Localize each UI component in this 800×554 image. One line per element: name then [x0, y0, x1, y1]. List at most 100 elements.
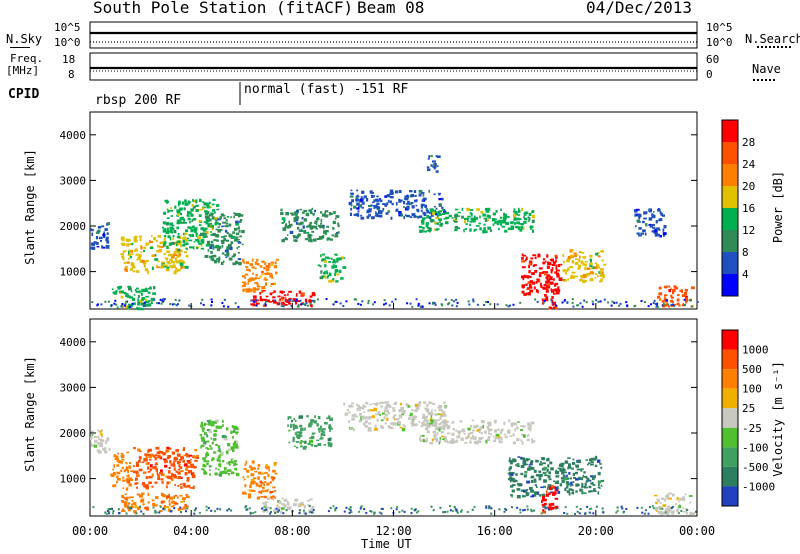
velocity-region-11 — [541, 485, 559, 514]
velocity-colorbar-swatch — [722, 369, 738, 389]
velocity-ytick-label: 1000 — [60, 473, 87, 486]
power-colorbar-tick-label: 28 — [742, 136, 755, 149]
velocity-colorbar-tick-label: 500 — [742, 363, 762, 376]
nave-tick-top: 60 — [706, 53, 720, 66]
velocity-colorbar-tick-label: 25 — [742, 402, 755, 415]
power-colorbar-tick-label: 4 — [742, 268, 749, 281]
cpid-segment-1: rbsp 200 RF — [95, 93, 182, 108]
power-region-11 — [426, 155, 441, 173]
xtick-label: 00:00 — [72, 524, 108, 538]
velocity-colorbar-swatch — [722, 486, 738, 506]
velocity-colorbar-tick-label: 1000 — [742, 344, 769, 357]
power-colorbar-tick-label: 8 — [742, 246, 749, 259]
cpid-segment-2: normal (fast) -151 RF — [244, 82, 409, 97]
velocity-colorbar-swatch — [722, 447, 738, 467]
power-colorbar-swatch — [722, 230, 738, 252]
power-region-16 — [656, 285, 695, 308]
velocity-colorbar-swatch — [722, 466, 738, 487]
nsky-underline — [10, 47, 30, 48]
power-region-10 — [418, 207, 536, 234]
power-colorbar-swatch — [722, 274, 738, 296]
power-region-14 — [562, 249, 607, 284]
velocity-colorbar-swatch — [722, 349, 738, 370]
freq-panel-frame — [89, 52, 698, 81]
power-colorbar-tick-label: 16 — [742, 202, 755, 215]
velocity-colorbar-label: Velocity [m s⁻¹] — [771, 361, 785, 477]
station-title: South Pole Station (fitACF) — [93, 0, 354, 17]
nsearch-tick-bottom: 10^0 — [706, 36, 733, 49]
date-title: 04/Dec/2013 — [586, 0, 692, 17]
velocity-colorbar-frame — [721, 329, 739, 507]
power-ytick-label: 1000 — [60, 266, 87, 279]
velocity-region-9 — [418, 419, 536, 445]
power-region-1 — [110, 285, 156, 311]
velocity-ylabel: Slant Range [km] — [23, 356, 37, 472]
velocity-region-7 — [287, 415, 333, 450]
nave-tick-bottom: 0 — [706, 68, 713, 81]
power-region-0 — [90, 222, 110, 250]
nsky-tick-bottom: 10^0 — [54, 36, 81, 49]
nave-dots — [753, 79, 775, 81]
xtick-label: 16:00 — [477, 524, 513, 538]
power-region-15 — [634, 208, 667, 238]
power-region-7 — [280, 207, 340, 243]
velocity-ytick-label: 4000 — [60, 336, 87, 349]
xtick-label: 20:00 — [578, 524, 614, 538]
power-ytick-label: 2000 — [60, 220, 87, 233]
velocity-colorbar-swatch — [722, 427, 738, 448]
nave-label: Nave — [752, 62, 781, 76]
velocity-colorbar-tick-label: 100 — [742, 383, 762, 396]
velocity-region-3 — [133, 446, 199, 490]
velocity-ytick-label: 3000 — [60, 381, 87, 394]
nsky-tick-top: 10^5 — [54, 21, 81, 34]
xtick-label: 00:00 — [679, 524, 715, 538]
freq-label-1: Freq. — [10, 52, 44, 65]
power-colorbar-swatch — [722, 186, 738, 208]
power-region-4 — [204, 212, 245, 266]
power-colorbar-tick-label: 24 — [742, 158, 756, 171]
velocity-near-range — [92, 505, 697, 515]
velocity-region-4 — [199, 419, 240, 477]
cpid-label: CPID — [8, 87, 40, 102]
velocity-colorbar-tick-label: -25 — [742, 422, 762, 435]
freq-tick-bottom: 8 — [68, 68, 75, 81]
power-colorbar-tick-label: 20 — [742, 180, 755, 193]
power-colorbar-frame — [721, 119, 739, 297]
power-colorbar-swatch — [722, 252, 738, 274]
xtick-label: 04:00 — [173, 524, 209, 538]
nsearch-tick-top: 10^5 — [706, 21, 733, 34]
power-colorbar-swatch — [722, 142, 738, 164]
power-colorbar-swatch — [722, 120, 738, 142]
velocity-region-1 — [110, 451, 134, 491]
velocity-region-2 — [121, 492, 190, 514]
velocity-colorbar-swatch — [722, 330, 738, 350]
velocity-region-12 — [553, 455, 605, 496]
power-ytick-label: 3000 — [60, 174, 87, 187]
power-ylabel: Slant Range [km] — [23, 149, 37, 265]
power-region-5 — [241, 258, 279, 294]
freq-tick-top: 18 — [62, 53, 76, 66]
power-ytick-label: 4000 — [60, 129, 87, 142]
velocity-region-8 — [343, 401, 448, 432]
power-colorbar-swatch — [722, 164, 738, 186]
nsearch-dots — [757, 46, 791, 48]
velocity-region-13 — [654, 492, 696, 516]
power-colorbar-tick-label: 12 — [742, 224, 755, 237]
power-region-12 — [521, 253, 563, 297]
velocity-region-5 — [242, 460, 278, 500]
power-near-range — [91, 298, 699, 308]
velocity-colorbar-tick-label: -100 — [742, 441, 769, 454]
nsky-label: N.Sky — [6, 32, 43, 46]
velocity-region-10 — [507, 456, 554, 499]
xtick-label: 08:00 — [274, 524, 310, 538]
power-colorbar-swatch — [722, 208, 738, 230]
freq-label-2: [MHz] — [6, 64, 40, 77]
velocity-ytick-label: 2000 — [60, 427, 87, 440]
nsearch-label: N.Search — [745, 32, 800, 46]
velocity-colorbar-swatch — [722, 388, 738, 409]
power-colorbar-label: Power [dB] — [771, 170, 785, 244]
power-region-8 — [317, 253, 347, 283]
power-region-3 — [161, 198, 220, 252]
velocity-colorbar-tick-label: -1000 — [742, 480, 775, 493]
